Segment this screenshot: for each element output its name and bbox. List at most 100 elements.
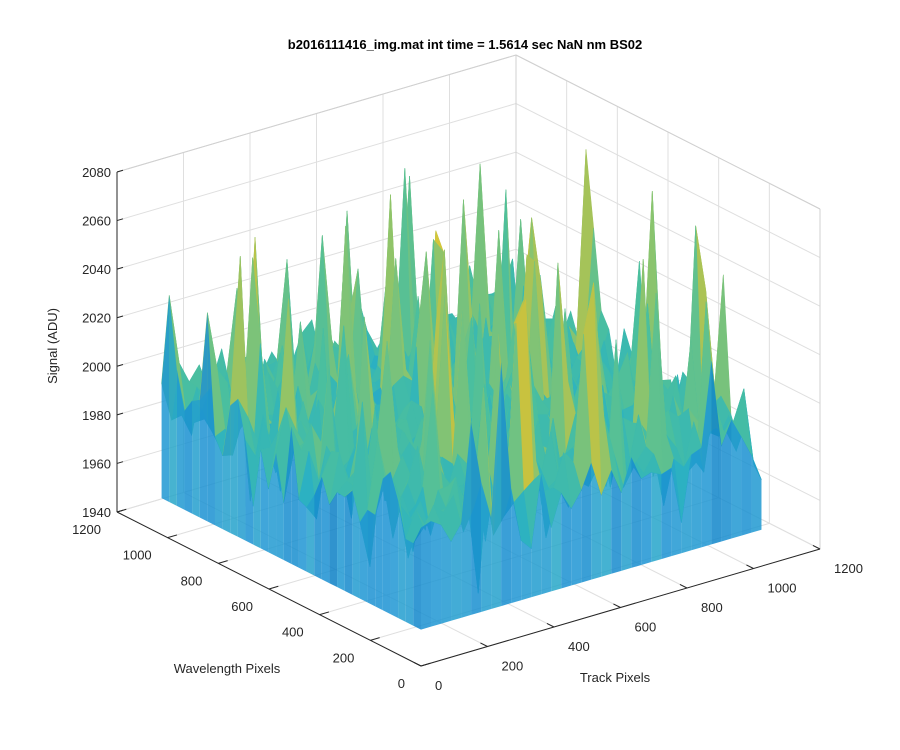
surface-skirt xyxy=(283,426,292,564)
surface-skirt xyxy=(268,453,277,557)
y-tick-label: 600 xyxy=(231,599,253,614)
surface-skirt xyxy=(441,524,452,624)
surface-skirt xyxy=(214,436,223,530)
surface-skirt xyxy=(298,499,307,572)
y-tick-label: 1000 xyxy=(123,548,152,563)
box-edge xyxy=(515,54,821,210)
surface-skirt xyxy=(641,472,652,565)
x-tick-label: 800 xyxy=(701,600,723,615)
surface-skirt xyxy=(451,523,462,621)
x-tick-label: 0 xyxy=(435,678,442,693)
surface-skirt xyxy=(222,405,231,533)
surface-skirt xyxy=(611,469,622,574)
x-axis-label: Track Pixels xyxy=(580,670,651,685)
surface-skirt xyxy=(711,361,722,545)
surface-skirt xyxy=(253,449,261,549)
surface-skirt xyxy=(306,495,315,576)
z-tick xyxy=(116,218,124,222)
box-edge xyxy=(116,54,517,173)
x-tick xyxy=(746,564,754,569)
surface-patch[interactable] xyxy=(712,274,732,415)
surface-skirt xyxy=(321,476,330,584)
z-tick-label: 2080 xyxy=(82,165,111,180)
y-axis-label: Wavelength Pixels xyxy=(174,661,281,676)
surface-skirt xyxy=(359,509,368,603)
surface-skirt xyxy=(184,400,193,514)
z-gridline xyxy=(116,54,821,210)
surface-skirt xyxy=(230,398,238,537)
x-tick xyxy=(679,583,688,589)
z-axis-label: Signal (ADU) xyxy=(45,308,60,384)
surface-skirt xyxy=(671,467,682,557)
surface-skirt xyxy=(431,521,442,627)
surface-skirt xyxy=(561,492,572,589)
z-tick xyxy=(116,364,124,367)
z-tick-label: 1960 xyxy=(82,456,111,471)
z-tick-label: 2000 xyxy=(82,359,111,374)
y-tick xyxy=(218,560,228,564)
surface-skirt xyxy=(501,361,512,607)
surface-skirt xyxy=(461,421,472,618)
x-tick xyxy=(413,661,422,667)
surface-skirt xyxy=(337,492,345,591)
surface-skirt xyxy=(601,469,612,577)
surface-skirt xyxy=(691,447,702,551)
x-tick-label: 400 xyxy=(568,639,590,654)
tick-labels: 0 200 400 600 800 1000 1200 0 200 400 600 800 1000 12… xyxy=(72,165,863,693)
x-tick-label: 200 xyxy=(502,659,524,674)
z-tick xyxy=(116,461,124,464)
z-tick-label: 2020 xyxy=(82,311,111,326)
surface-skirt xyxy=(751,455,762,533)
y-tick-label: 0 xyxy=(398,676,405,691)
surface-skirt xyxy=(276,453,284,560)
x-tick xyxy=(812,544,821,550)
surface-skirt xyxy=(741,436,752,536)
surface-skirt xyxy=(631,457,642,568)
surface-skirt xyxy=(471,421,482,615)
z-tick xyxy=(116,412,124,416)
surface-skirt xyxy=(314,476,322,580)
x-tick-label: 1000 xyxy=(768,581,797,596)
surface[interactable] xyxy=(161,149,762,630)
y-tick xyxy=(268,585,279,590)
chart-title: b2016111416_img.mat int time = 1.5614 se… xyxy=(288,37,642,52)
z-tick xyxy=(116,266,124,270)
surface-skirt xyxy=(344,490,353,595)
surface-skirt xyxy=(367,509,376,607)
surface-skirt xyxy=(511,488,522,604)
surface-skirt xyxy=(382,471,391,615)
surface-skirt xyxy=(571,490,582,586)
surface-skirt xyxy=(413,527,421,630)
surface-skirt xyxy=(192,399,200,518)
surface-skirt xyxy=(731,419,742,539)
surface-skirt xyxy=(621,457,632,571)
surface-skirt xyxy=(176,369,185,510)
surface-skirt xyxy=(681,454,692,554)
y-tick xyxy=(319,611,330,616)
surface-skirt xyxy=(591,462,602,580)
surface-skirt xyxy=(551,492,562,592)
y-tick xyxy=(370,637,380,641)
y-tick xyxy=(420,662,431,667)
z-tick-label: 1980 xyxy=(82,408,111,423)
surface-skirt xyxy=(260,449,269,553)
y-tick-label: 800 xyxy=(181,573,203,588)
surface-skirt xyxy=(375,478,383,611)
surface-skirt xyxy=(661,467,672,560)
y-tick-label: 400 xyxy=(282,625,304,640)
z-tick-label: 2040 xyxy=(82,262,111,277)
surface-skirt xyxy=(245,440,254,545)
x-tick xyxy=(546,622,555,628)
surface-skirt xyxy=(398,500,406,622)
surface-skirt xyxy=(329,492,338,588)
z-tick xyxy=(116,169,124,173)
y-tick-label: 200 xyxy=(333,650,355,665)
x-tick xyxy=(480,642,488,647)
surface-skirt xyxy=(169,295,177,506)
z-gridline xyxy=(116,103,821,259)
z-tick-label: 2060 xyxy=(82,214,111,229)
surface-skirt xyxy=(581,462,592,583)
surface-skirt xyxy=(721,419,732,542)
